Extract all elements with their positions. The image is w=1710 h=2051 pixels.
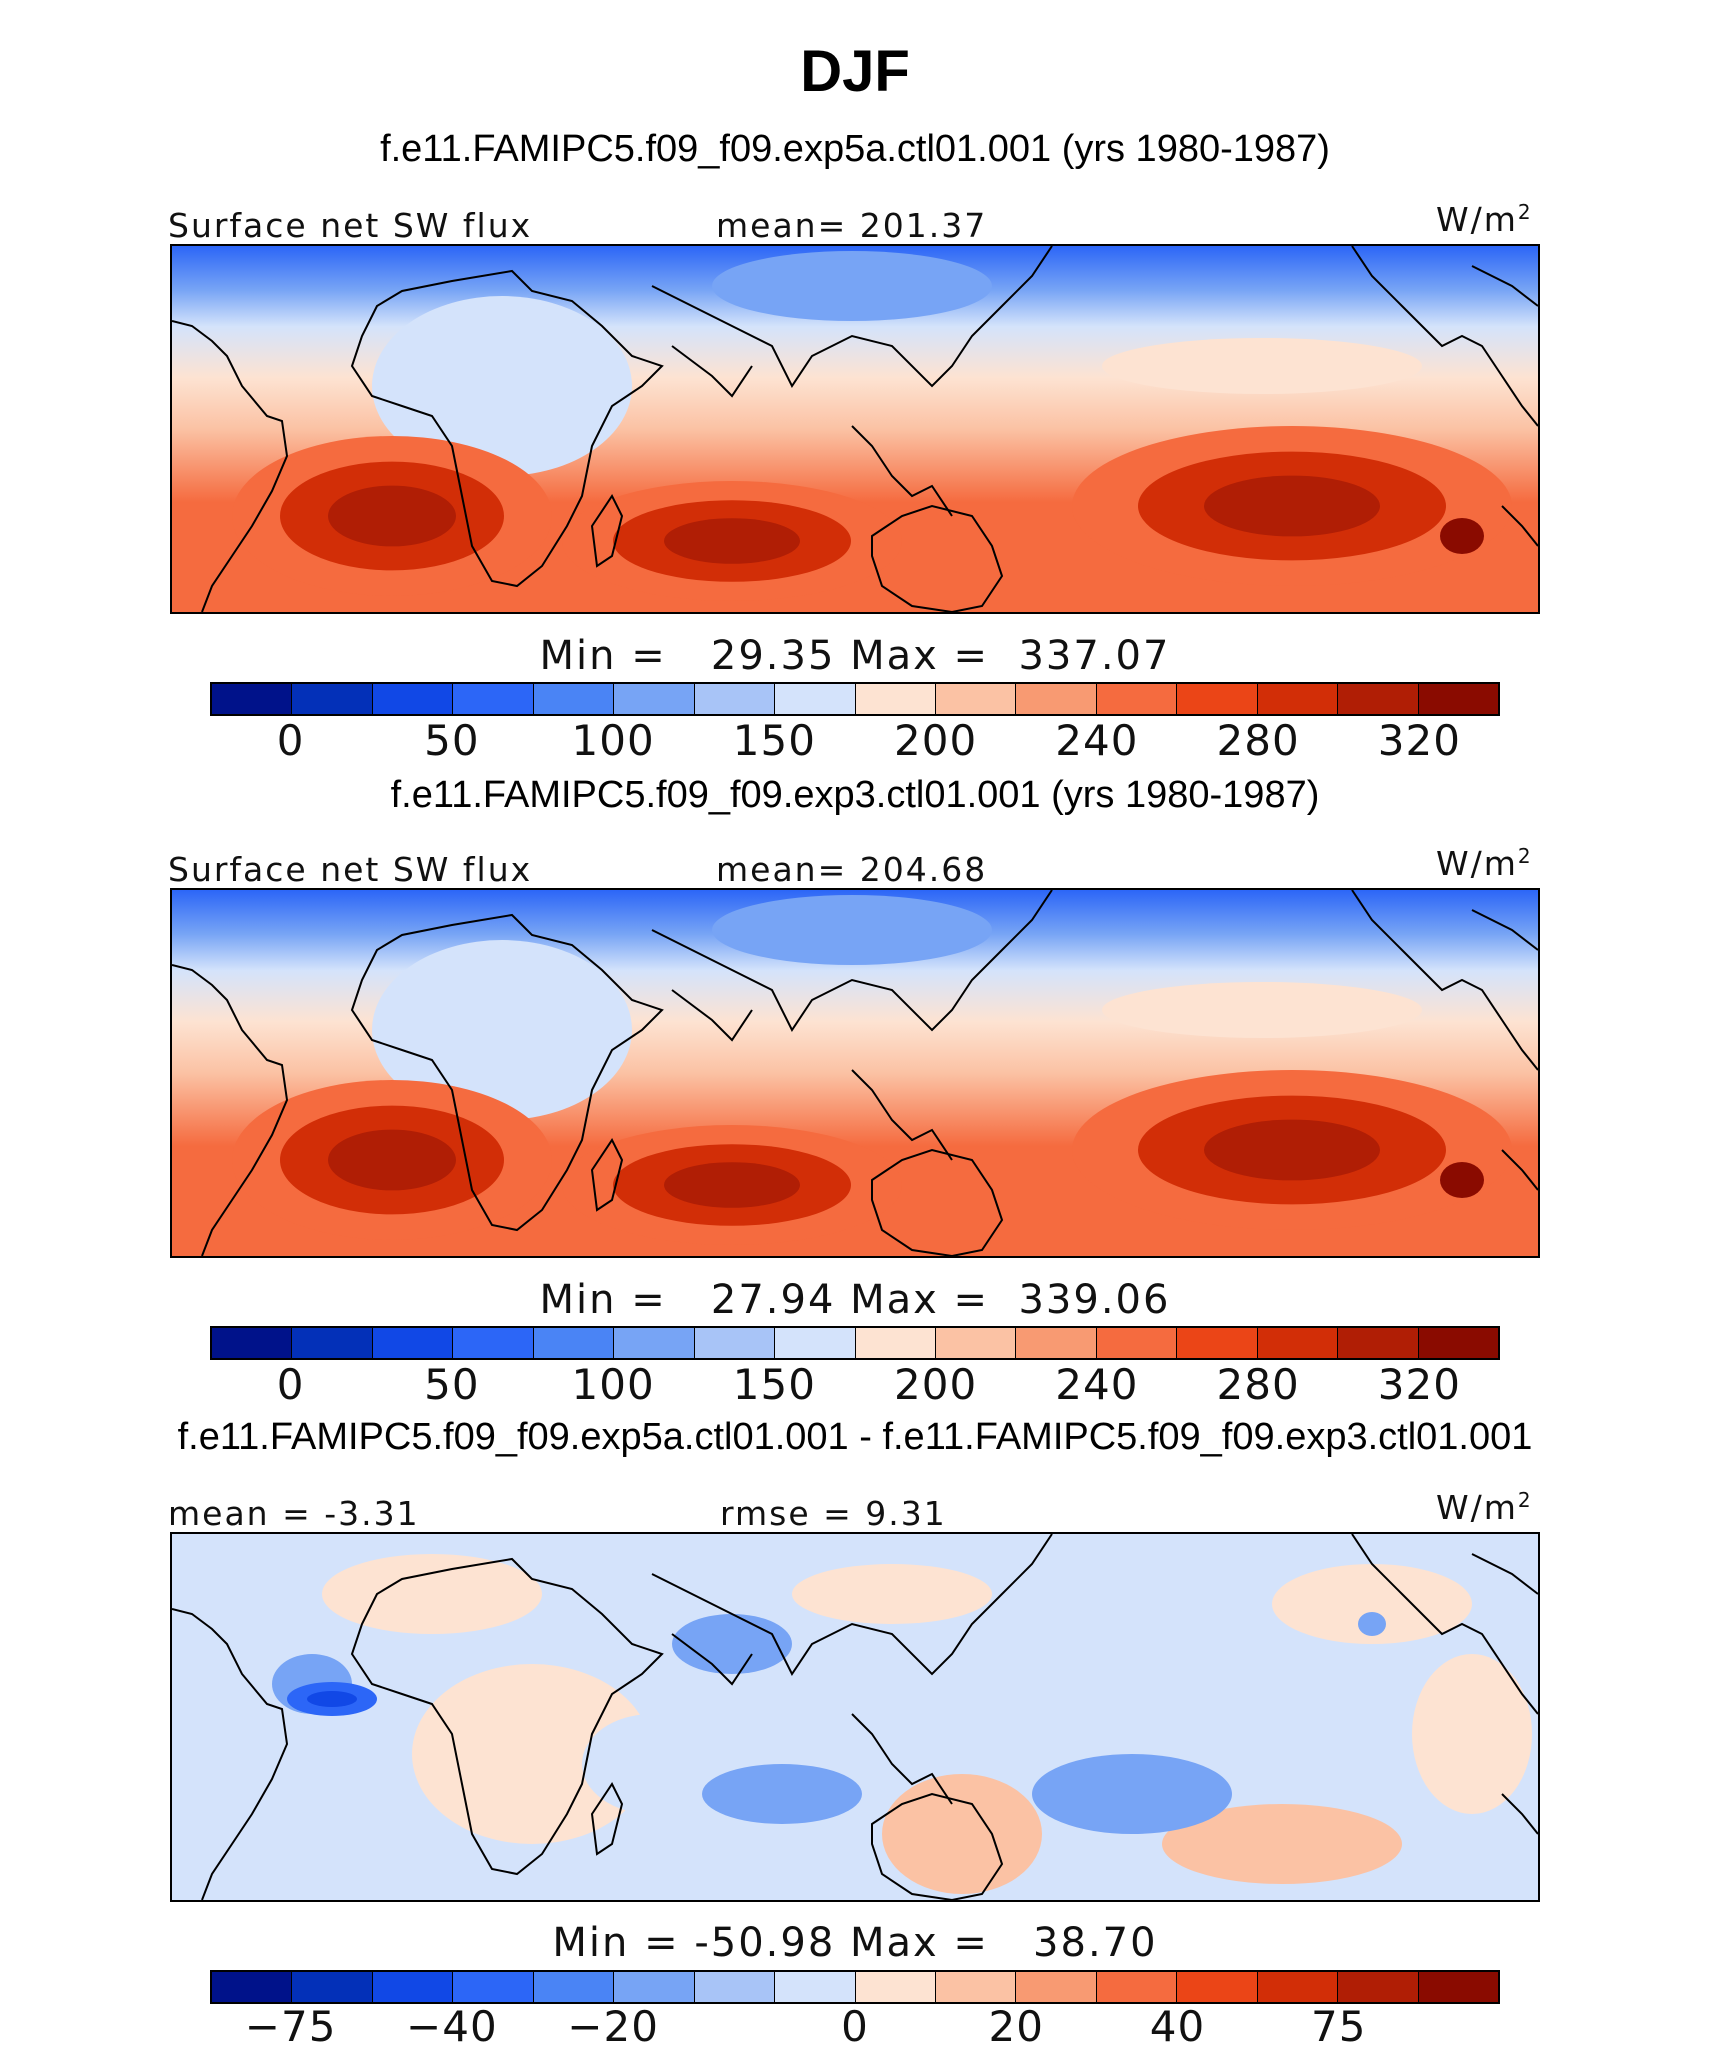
colorbar-swatch [1257, 1328, 1339, 1358]
colorbar-tick-label: 200 [894, 716, 978, 765]
colorbar-swatch [614, 1328, 695, 1358]
panel-1-run-title: f.e11.FAMIPC5.f09_f09.exp5a.ctl01.001 (y… [380, 128, 1330, 170]
panel-3-run-title: f.e11.FAMIPC5.f09_f09.exp5a.ctl01.001 - … [177, 1416, 1533, 1458]
colorbar-swatch [855, 684, 936, 714]
colorbar-swatch [372, 1328, 454, 1358]
colorbar-tick-label: 50 [424, 716, 480, 765]
colorbar-swatch [614, 684, 695, 714]
colorbar-swatch [212, 684, 293, 714]
colorbar-swatch [935, 1328, 1017, 1358]
colorbar-tick-label: 100 [571, 716, 655, 765]
colorbar-swatch [372, 1972, 454, 2002]
colorbar-swatch [533, 684, 615, 714]
colorbar-swatch [935, 684, 1017, 714]
panel-1-mean-label: mean= 201.37 [716, 206, 988, 245]
panel-1-min-max: Min = 29.35 Max = 337.07 [539, 633, 1171, 679]
panel-1-colorbar [210, 682, 1500, 716]
figure-title: DJF [800, 39, 910, 104]
panel-1-map [170, 244, 1540, 614]
colorbar-swatch [1096, 1328, 1178, 1358]
colorbar-swatch [1257, 684, 1339, 714]
panel-2-min-max: Min = 27.94 Max = 339.06 [539, 1277, 1171, 1323]
colorbar-swatch [453, 1328, 534, 1358]
colorbar-swatch [1338, 1328, 1419, 1358]
colorbar-swatch [1016, 1328, 1097, 1358]
colorbar-tick-label: 0 [276, 1360, 305, 1409]
colorbar-tick-label: 240 [1055, 716, 1139, 765]
colorbar-tick-label: 320 [1377, 716, 1461, 765]
colorbar-swatch [1338, 1972, 1419, 2002]
colorbar-tick-label: 320 [1377, 1360, 1461, 1409]
colorbar-swatch [453, 684, 534, 714]
colorbar-swatch [292, 684, 373, 714]
colorbar-swatch [694, 684, 776, 714]
panel-2-units-label: W/m2 [1436, 844, 1533, 883]
colorbar-swatch [775, 684, 856, 714]
colorbar-swatch [775, 1972, 856, 2002]
colorbar-swatch [1096, 1972, 1178, 2002]
panel-2-variable-label: Surface net SW flux [168, 850, 533, 889]
colorbar-tick-label: 200 [894, 1360, 978, 1409]
colorbar-tick-label: 75 [1311, 2002, 1367, 2051]
colorbar-swatch [1016, 1972, 1097, 2002]
colorbar-swatch [1338, 684, 1419, 714]
colorbar-tick-label: 280 [1216, 716, 1300, 765]
colorbar-swatch [1257, 1972, 1339, 2002]
colorbar-tick-label: 40 [1149, 2002, 1206, 2051]
colorbar-swatch [1177, 1328, 1258, 1358]
colorbar-swatch [212, 1328, 293, 1358]
colorbar-swatch [1177, 684, 1258, 714]
panel-1-colorbar-ticks: 0 50 100 150 200 240 280 320 [210, 716, 1500, 765]
colorbar-swatch [453, 1972, 534, 2002]
colorbar-tick-label: 240 [1055, 1360, 1139, 1409]
panel-3-units-label: W/m2 [1436, 1488, 1533, 1527]
colorbar-swatch [372, 684, 454, 714]
panel-1-units-label: W/m2 [1436, 200, 1533, 239]
panel-3-mean-label: mean = -3.31 [168, 1494, 420, 1533]
colorbar-swatch [1016, 684, 1097, 714]
colorbar-swatch [533, 1328, 615, 1358]
panel-2-run-title: f.e11.FAMIPC5.f09_f09.exp3.ctl01.001 (yr… [390, 774, 1320, 816]
colorbar-swatch [1096, 684, 1178, 714]
panel-3-colorbar-ticks: −75 −40 −20 0 20 40 75 [210, 2002, 1500, 2051]
colorbar-swatch [855, 1972, 936, 2002]
panel-3-min-max: Min = -50.98 Max = 38.70 [552, 1920, 1158, 1966]
colorbar-tick-label: 0 [841, 2002, 869, 2051]
panel-3-colorbar [210, 1970, 1500, 2004]
colorbar-tick-label: 20 [988, 2002, 1044, 2051]
colorbar-tick-label: 100 [571, 1360, 655, 1409]
colorbar-tick-label: −40 [406, 2002, 498, 2051]
colorbar-swatch [1177, 1972, 1258, 2002]
colorbar-tick-label: 50 [424, 1360, 480, 1409]
colorbar-tick-label: −20 [567, 2002, 659, 2051]
colorbar-swatch [1418, 1972, 1498, 2002]
colorbar-tick-label: 280 [1216, 1360, 1300, 1409]
colorbar-tick-label: 150 [732, 1360, 816, 1409]
colorbar-swatch [694, 1328, 776, 1358]
panel-2-colorbar-ticks: 0 50 100 150 200 240 280 320 [210, 1360, 1500, 1409]
colorbar-swatch [694, 1972, 776, 2002]
panel-2-map [170, 888, 1540, 1258]
panel-2-mean-label: mean= 204.68 [716, 850, 988, 889]
colorbar-tick-label: 150 [732, 716, 816, 765]
panel-2-colorbar [210, 1326, 1500, 1360]
colorbar-swatch [775, 1328, 856, 1358]
colorbar-swatch [1418, 1328, 1498, 1358]
colorbar-swatch [935, 1972, 1017, 2002]
colorbar-swatch [292, 1328, 373, 1358]
colorbar-swatch [614, 1972, 695, 2002]
panel-3-map [170, 1532, 1540, 1902]
colorbar-tick-label: −75 [244, 2002, 337, 2051]
colorbar-swatch [1418, 684, 1498, 714]
colorbar-swatch [212, 1972, 293, 2002]
colorbar-swatch [855, 1328, 936, 1358]
panel-3-rmse-label: rmse = 9.31 [720, 1494, 947, 1533]
panel-1-variable-label: Surface net SW flux [168, 206, 533, 245]
colorbar-tick-label: 0 [276, 716, 305, 765]
colorbar-swatch [292, 1972, 373, 2002]
colorbar-swatch [533, 1972, 615, 2002]
